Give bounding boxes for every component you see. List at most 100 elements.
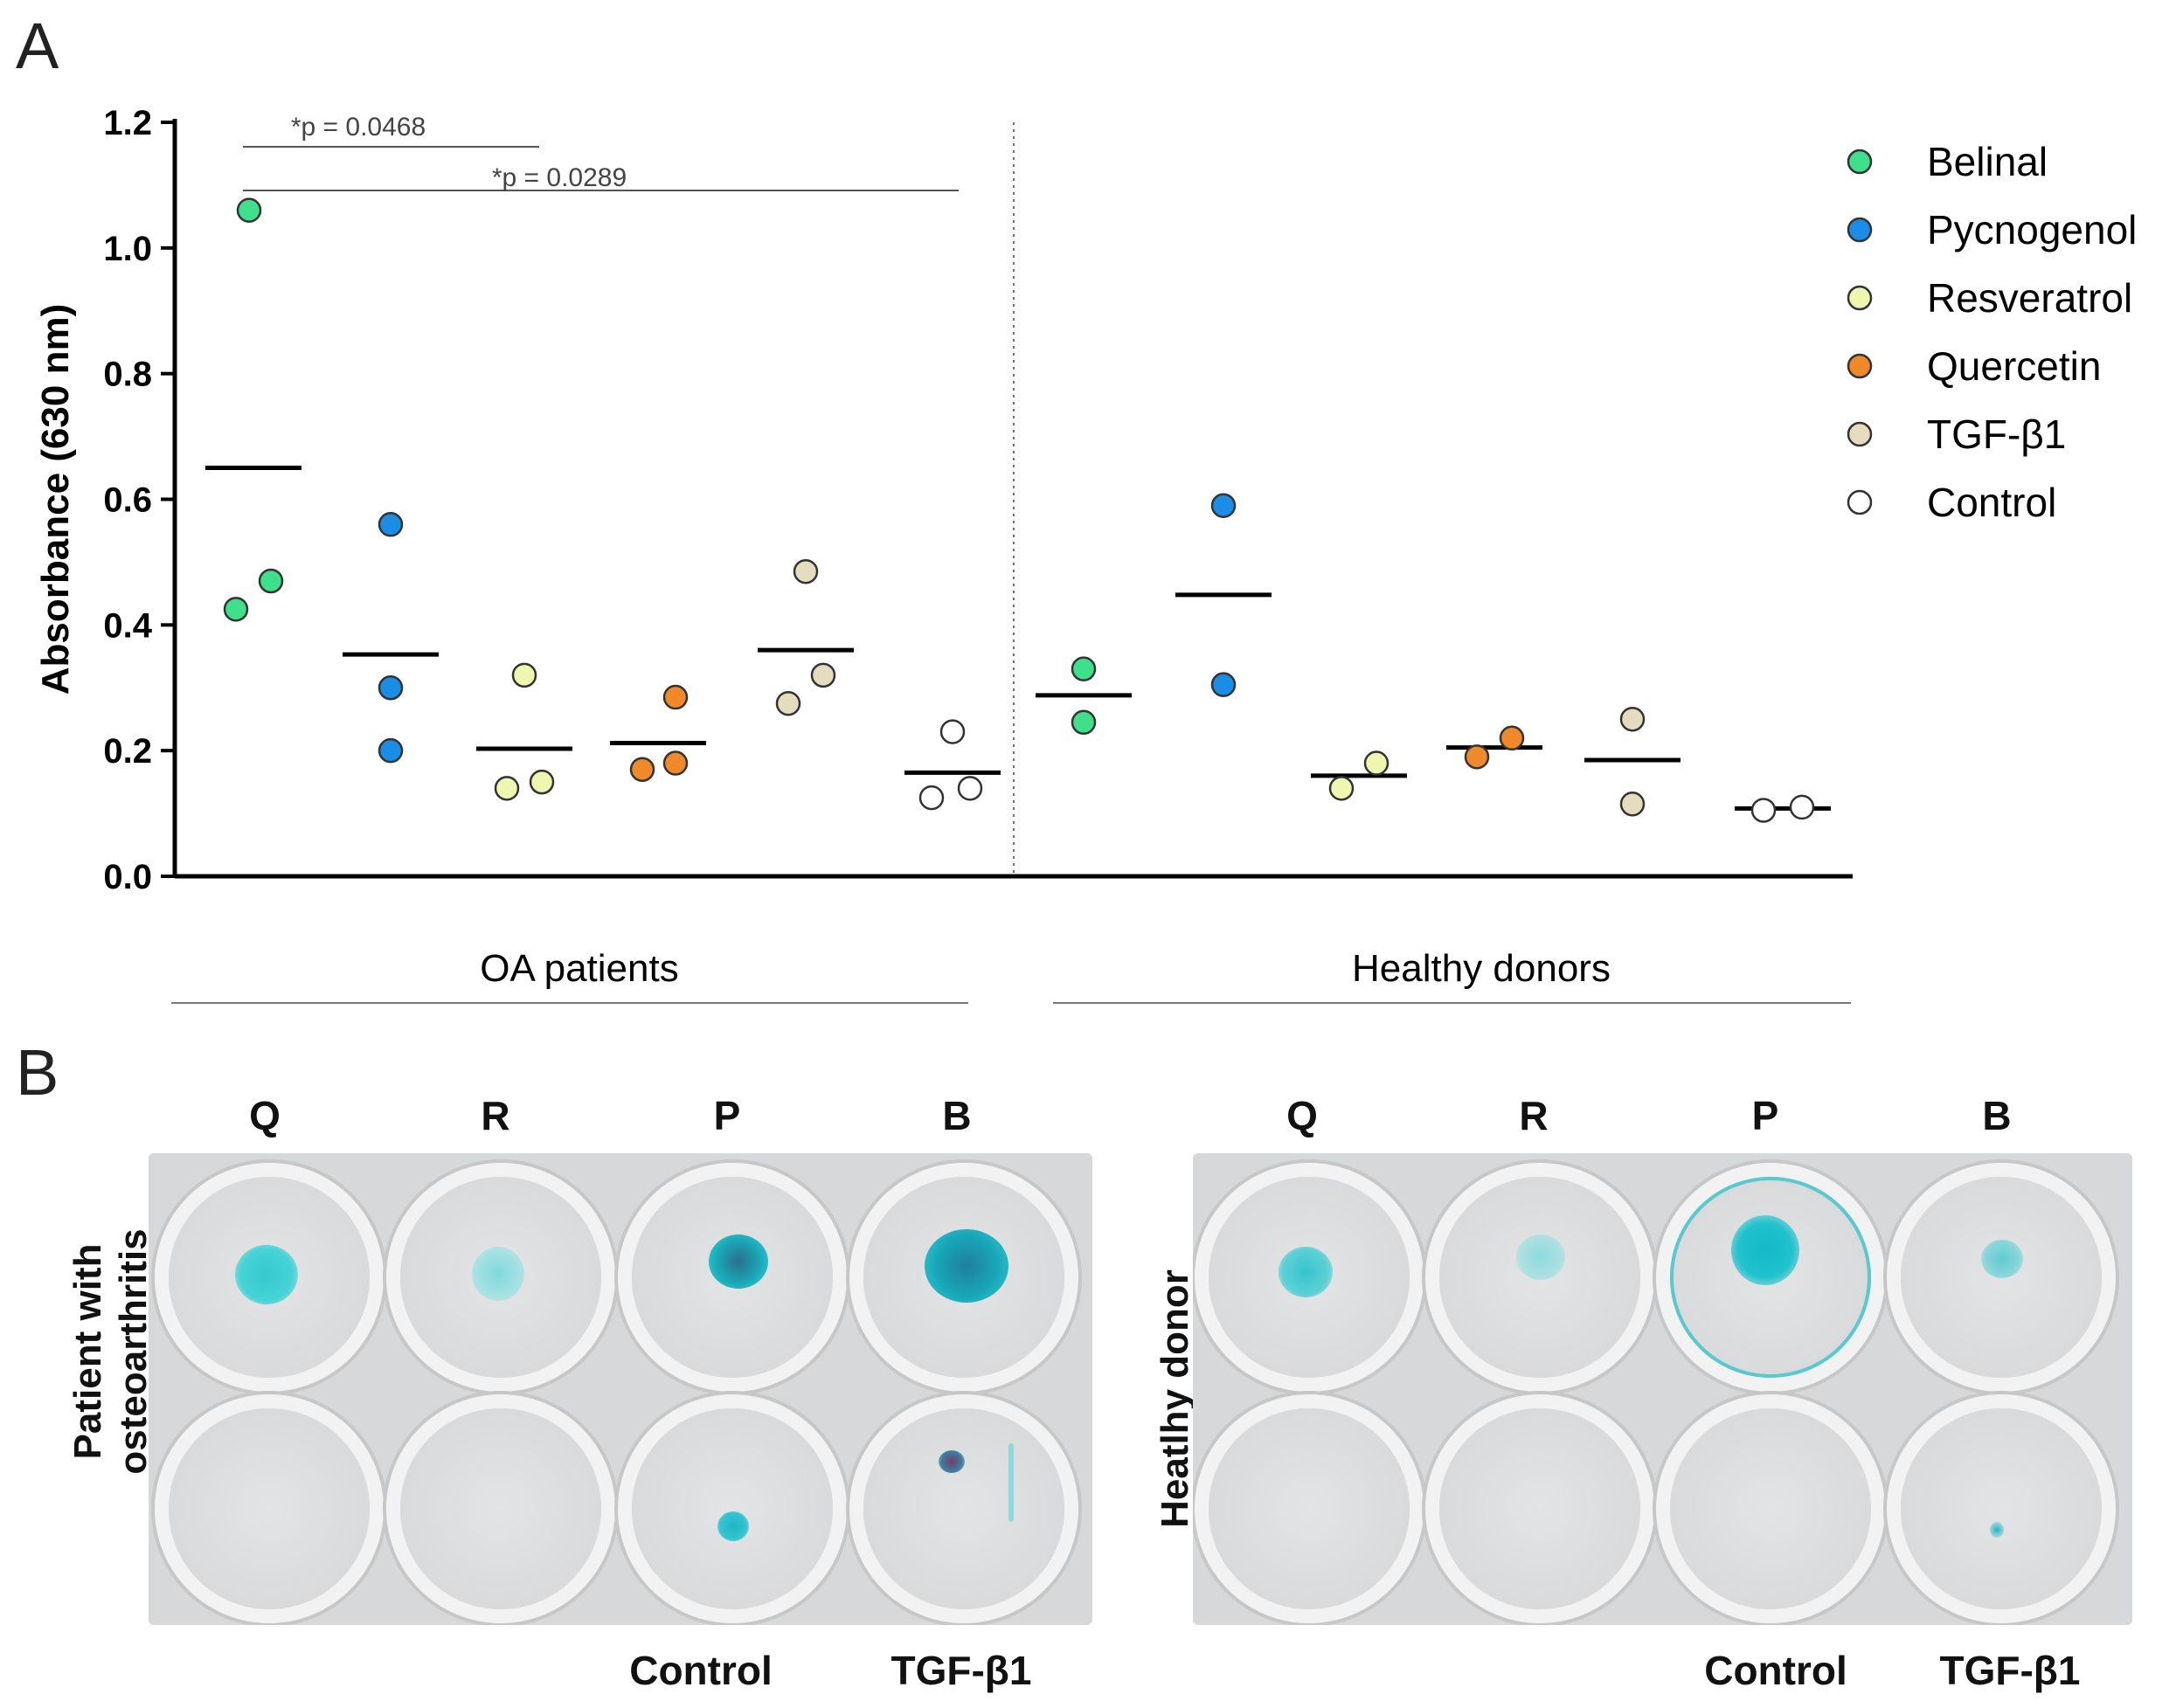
row-label-healthy: Heatlhy donor: [1154, 1269, 1196, 1528]
plate-patient: [149, 1153, 1092, 1625]
well-healthy-b-bottom: [1901, 1408, 2102, 1609]
legend-marker: [1847, 217, 1873, 243]
col-label-right-b: B: [1982, 1093, 2012, 1138]
well-healthy-r-top: [1439, 1177, 1640, 1378]
data-point: [957, 776, 983, 801]
y-axis-label: Absorbance (630 nm): [34, 304, 77, 695]
bottom-label-left-control: Control: [629, 1648, 773, 1693]
data-point: [939, 719, 966, 744]
data-point: [775, 690, 801, 716]
data-point: [1071, 656, 1097, 681]
stain: [939, 1450, 965, 1473]
well-patient-p-bottom: [632, 1408, 833, 1609]
data-point: [918, 785, 945, 811]
data-point: [1210, 672, 1237, 697]
data-point: [629, 757, 655, 782]
y-tick-label: 0.0: [103, 858, 152, 896]
y-tick-label: 0.2: [103, 732, 152, 771]
data-point: [1499, 725, 1525, 751]
data-point: [236, 197, 262, 223]
stain: [1990, 1522, 2004, 1538]
well-healthy-q-top: [1209, 1177, 1410, 1378]
data-point: [1619, 792, 1646, 817]
well-healthy-p-bottom: [1670, 1408, 1871, 1609]
significance-label: *p = 0.0289: [492, 163, 627, 192]
y-tick-label: 0.6: [103, 481, 152, 520]
legend-marker: [1847, 353, 1873, 379]
well-patient-q-bottom: [169, 1408, 370, 1609]
col-label-right-q: Q: [1286, 1093, 1318, 1138]
plate-healthy: [1193, 1153, 2132, 1625]
data-point: [793, 558, 819, 584]
y-tick-label: 0.4: [103, 606, 152, 645]
y-tick-label: 1.0: [103, 230, 152, 268]
panel-a-letter: A: [16, 10, 59, 82]
stain: [717, 1511, 749, 1541]
y-tick-label: 1.2: [103, 104, 152, 142]
data-point: [1363, 750, 1389, 776]
well-patient-b-top: [863, 1177, 1064, 1378]
col-label-left-p: P: [713, 1093, 741, 1138]
well-patient-b-bottom: [863, 1408, 1064, 1609]
bottom-label-right-tgf: TGF-β1: [1939, 1648, 2081, 1693]
legend-label: TGF-β1: [1927, 411, 2066, 457]
stain: [1731, 1215, 1799, 1285]
well-patient-p-top: [632, 1177, 833, 1378]
stain: [1008, 1443, 1014, 1522]
data-point: [1619, 706, 1646, 732]
data-point: [1210, 493, 1237, 518]
data-point: [662, 750, 689, 776]
data-point: [378, 737, 404, 764]
well-patient-q-top: [169, 1177, 370, 1378]
data-point: [1750, 798, 1777, 823]
stain: [709, 1234, 768, 1289]
data-point: [223, 597, 249, 622]
well-patient-r-bottom: [400, 1408, 601, 1609]
legend-marker: [1847, 285, 1873, 311]
col-label-left-q: Q: [249, 1093, 281, 1138]
group-label: Healthy donors: [1352, 947, 1611, 990]
row-label-patient: Patient with osteoarthritis: [66, 1228, 155, 1475]
stain: [1516, 1234, 1565, 1280]
legend-marker: [1847, 149, 1873, 175]
bottom-label-left-tgf: TGF-β1: [890, 1648, 1032, 1693]
data-point: [511, 662, 537, 688]
significance-label: *p = 0.0468: [291, 113, 426, 142]
stain: [925, 1229, 1008, 1303]
bottom-label-right-control: Control: [1704, 1648, 1847, 1693]
data-point: [378, 675, 404, 701]
well-patient-r-top: [400, 1177, 601, 1378]
stain: [472, 1247, 524, 1301]
data-point: [258, 568, 284, 594]
col-label-left-b: B: [942, 1093, 972, 1138]
stain: [1279, 1247, 1333, 1297]
stain: [1981, 1240, 2023, 1278]
stain: [235, 1245, 298, 1304]
col-label-right-p: P: [1751, 1093, 1779, 1138]
data-point: [662, 684, 689, 710]
legend-label: Control: [1927, 480, 2056, 525]
well-healthy-b-top: [1901, 1177, 2102, 1378]
legend-marker: [1847, 489, 1873, 515]
col-label-left-r: R: [481, 1093, 510, 1138]
legend-label: Quercetin: [1927, 343, 2101, 389]
data-point: [1071, 709, 1097, 736]
legend-label: Belinal: [1927, 139, 2048, 184]
well-healthy-r-bottom: [1439, 1408, 1640, 1609]
legend-marker: [1847, 421, 1873, 447]
data-point: [378, 512, 404, 537]
panel-b-letter: B: [16, 1036, 59, 1109]
legend-label: Pycnogenol: [1927, 207, 2137, 252]
well-healthy-p-top: [1670, 1177, 1871, 1378]
col-label-right-r: R: [1519, 1093, 1549, 1138]
data-point: [1464, 744, 1490, 770]
group-label: OA patients: [480, 947, 678, 990]
scatter-chart: 0.0 0.2 0.4 0.6 0.8 1.0 1.2 Absorbance (630 nm)…: [34, 104, 2137, 1004]
data-point: [529, 769, 555, 795]
y-tick-label: 0.8: [103, 356, 152, 394]
well-healthy-q-bottom: [1209, 1408, 1410, 1609]
data-point: [810, 662, 836, 688]
data-point: [494, 776, 520, 801]
legend-label: Resveratrol: [1927, 275, 2132, 321]
